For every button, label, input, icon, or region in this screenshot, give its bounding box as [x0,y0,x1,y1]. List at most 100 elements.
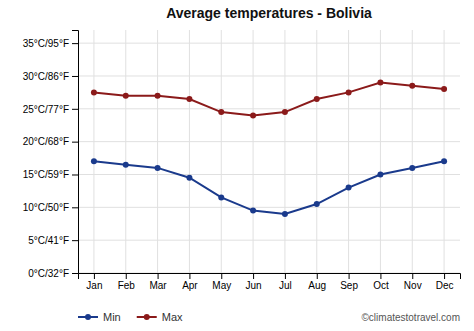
tick-label: 20°C/68°F [23,136,69,147]
tick-label: Feb [118,280,136,291]
tick: 30°C/86°F [23,71,78,82]
tick-label: Jul [279,280,292,291]
tick: Jul [279,273,292,291]
tick-mark [72,109,78,110]
tick-label: 5°C/41°F [28,235,69,246]
tick-mark [380,273,381,279]
legend-label: Min [103,311,121,323]
grid-line [380,30,381,273]
tick-mark [253,273,254,279]
grid-line [348,30,349,273]
tick-mark [317,273,318,279]
axis-line [72,31,79,274]
chart: Jan Feb Mar Apr May Jun Jul Aug Sep Oct Nov Dec 0°C/… [0,0,474,331]
tick: Oct [373,273,389,291]
tick-mark [444,273,445,279]
axis-line [79,274,461,280]
tick: Nov [404,273,422,291]
legend-label: Max [162,311,183,323]
tick-mark [72,207,78,208]
tick: Jun [246,273,262,291]
marker [155,93,161,99]
marker [218,194,224,200]
grid-line [125,30,126,273]
marker [377,171,383,177]
marker [218,109,224,115]
marker [91,158,97,164]
grid-line [284,30,285,273]
grid-line [78,207,460,208]
marker [377,80,383,86]
tick-label: 10°C/50°F [23,202,69,213]
marker [91,89,97,95]
marker [409,165,415,171]
tick-label: 0°C/32°F [28,268,69,279]
marker [186,96,192,102]
marker [314,201,320,207]
tick: 15°C/59°F [23,169,78,180]
grid-line [93,30,94,273]
grid-line [78,43,460,44]
marker [282,109,288,115]
tick-label: 25°C/77°F [23,104,69,115]
tick-label: Dec [436,280,454,291]
grid-line [78,75,460,76]
tick: 35°C/95°F [23,38,78,49]
tick-label: 15°C/59°F [23,169,69,180]
grid-line [189,30,190,273]
marks [91,80,447,217]
tick: Aug [308,273,326,291]
tick-label: May [212,280,231,291]
tick-mark [94,273,95,279]
tick-mark [349,273,350,279]
tick-label: Nov [404,280,422,291]
tick: 25°C/77°F [23,104,78,115]
grid-line [253,30,254,273]
tick: 0°C/32°F [28,268,78,279]
marker [346,185,352,191]
marker [314,96,320,102]
x-axis: Jan Feb Mar Apr May Jun Jul Aug Sep Oct Nov Dec [79,273,461,291]
grid-line [221,30,222,273]
marker [250,208,256,214]
tick-label: Sep [340,280,358,291]
tick-mark [72,273,78,274]
tick: May [212,273,231,291]
marker [123,162,129,168]
marker [346,89,352,95]
tick-mark [285,273,286,279]
tick: Feb [118,273,136,291]
annotation: ©climatestotravel.com [361,312,460,323]
grid-line [157,30,158,273]
tick-label: Jun [246,280,262,291]
line [94,83,444,116]
legend: Min Max [78,311,183,323]
tick-mark [72,76,78,77]
y-axis: 0°C/32°F 5°C/41°F 10°C/50°F 15°C/59°F 20°C/6… [23,31,79,279]
tick-label: Mar [149,280,167,291]
grid-line [78,240,460,241]
tick-mark [412,273,413,279]
marker [441,158,447,164]
tick-mark [221,273,222,279]
tick: Apr [182,273,198,291]
tick-mark [126,273,127,279]
grid-line [412,30,413,273]
marker [250,112,256,118]
tick-label: Jan [86,280,102,291]
marker [155,165,161,171]
tick: Dec [436,273,454,291]
marker [123,93,129,99]
tick-label: 35°C/95°F [23,38,69,49]
tick-mark [72,174,78,175]
marker [441,86,447,92]
marker [282,211,288,217]
tick-label: Apr [182,280,198,291]
tick: Mar [149,273,167,291]
tick-mark [72,240,78,241]
legend-marker [85,314,91,320]
grid [78,30,460,273]
marker [409,83,415,89]
tick-label: 30°C/86°F [23,71,69,82]
legend-item: Min [78,311,121,323]
